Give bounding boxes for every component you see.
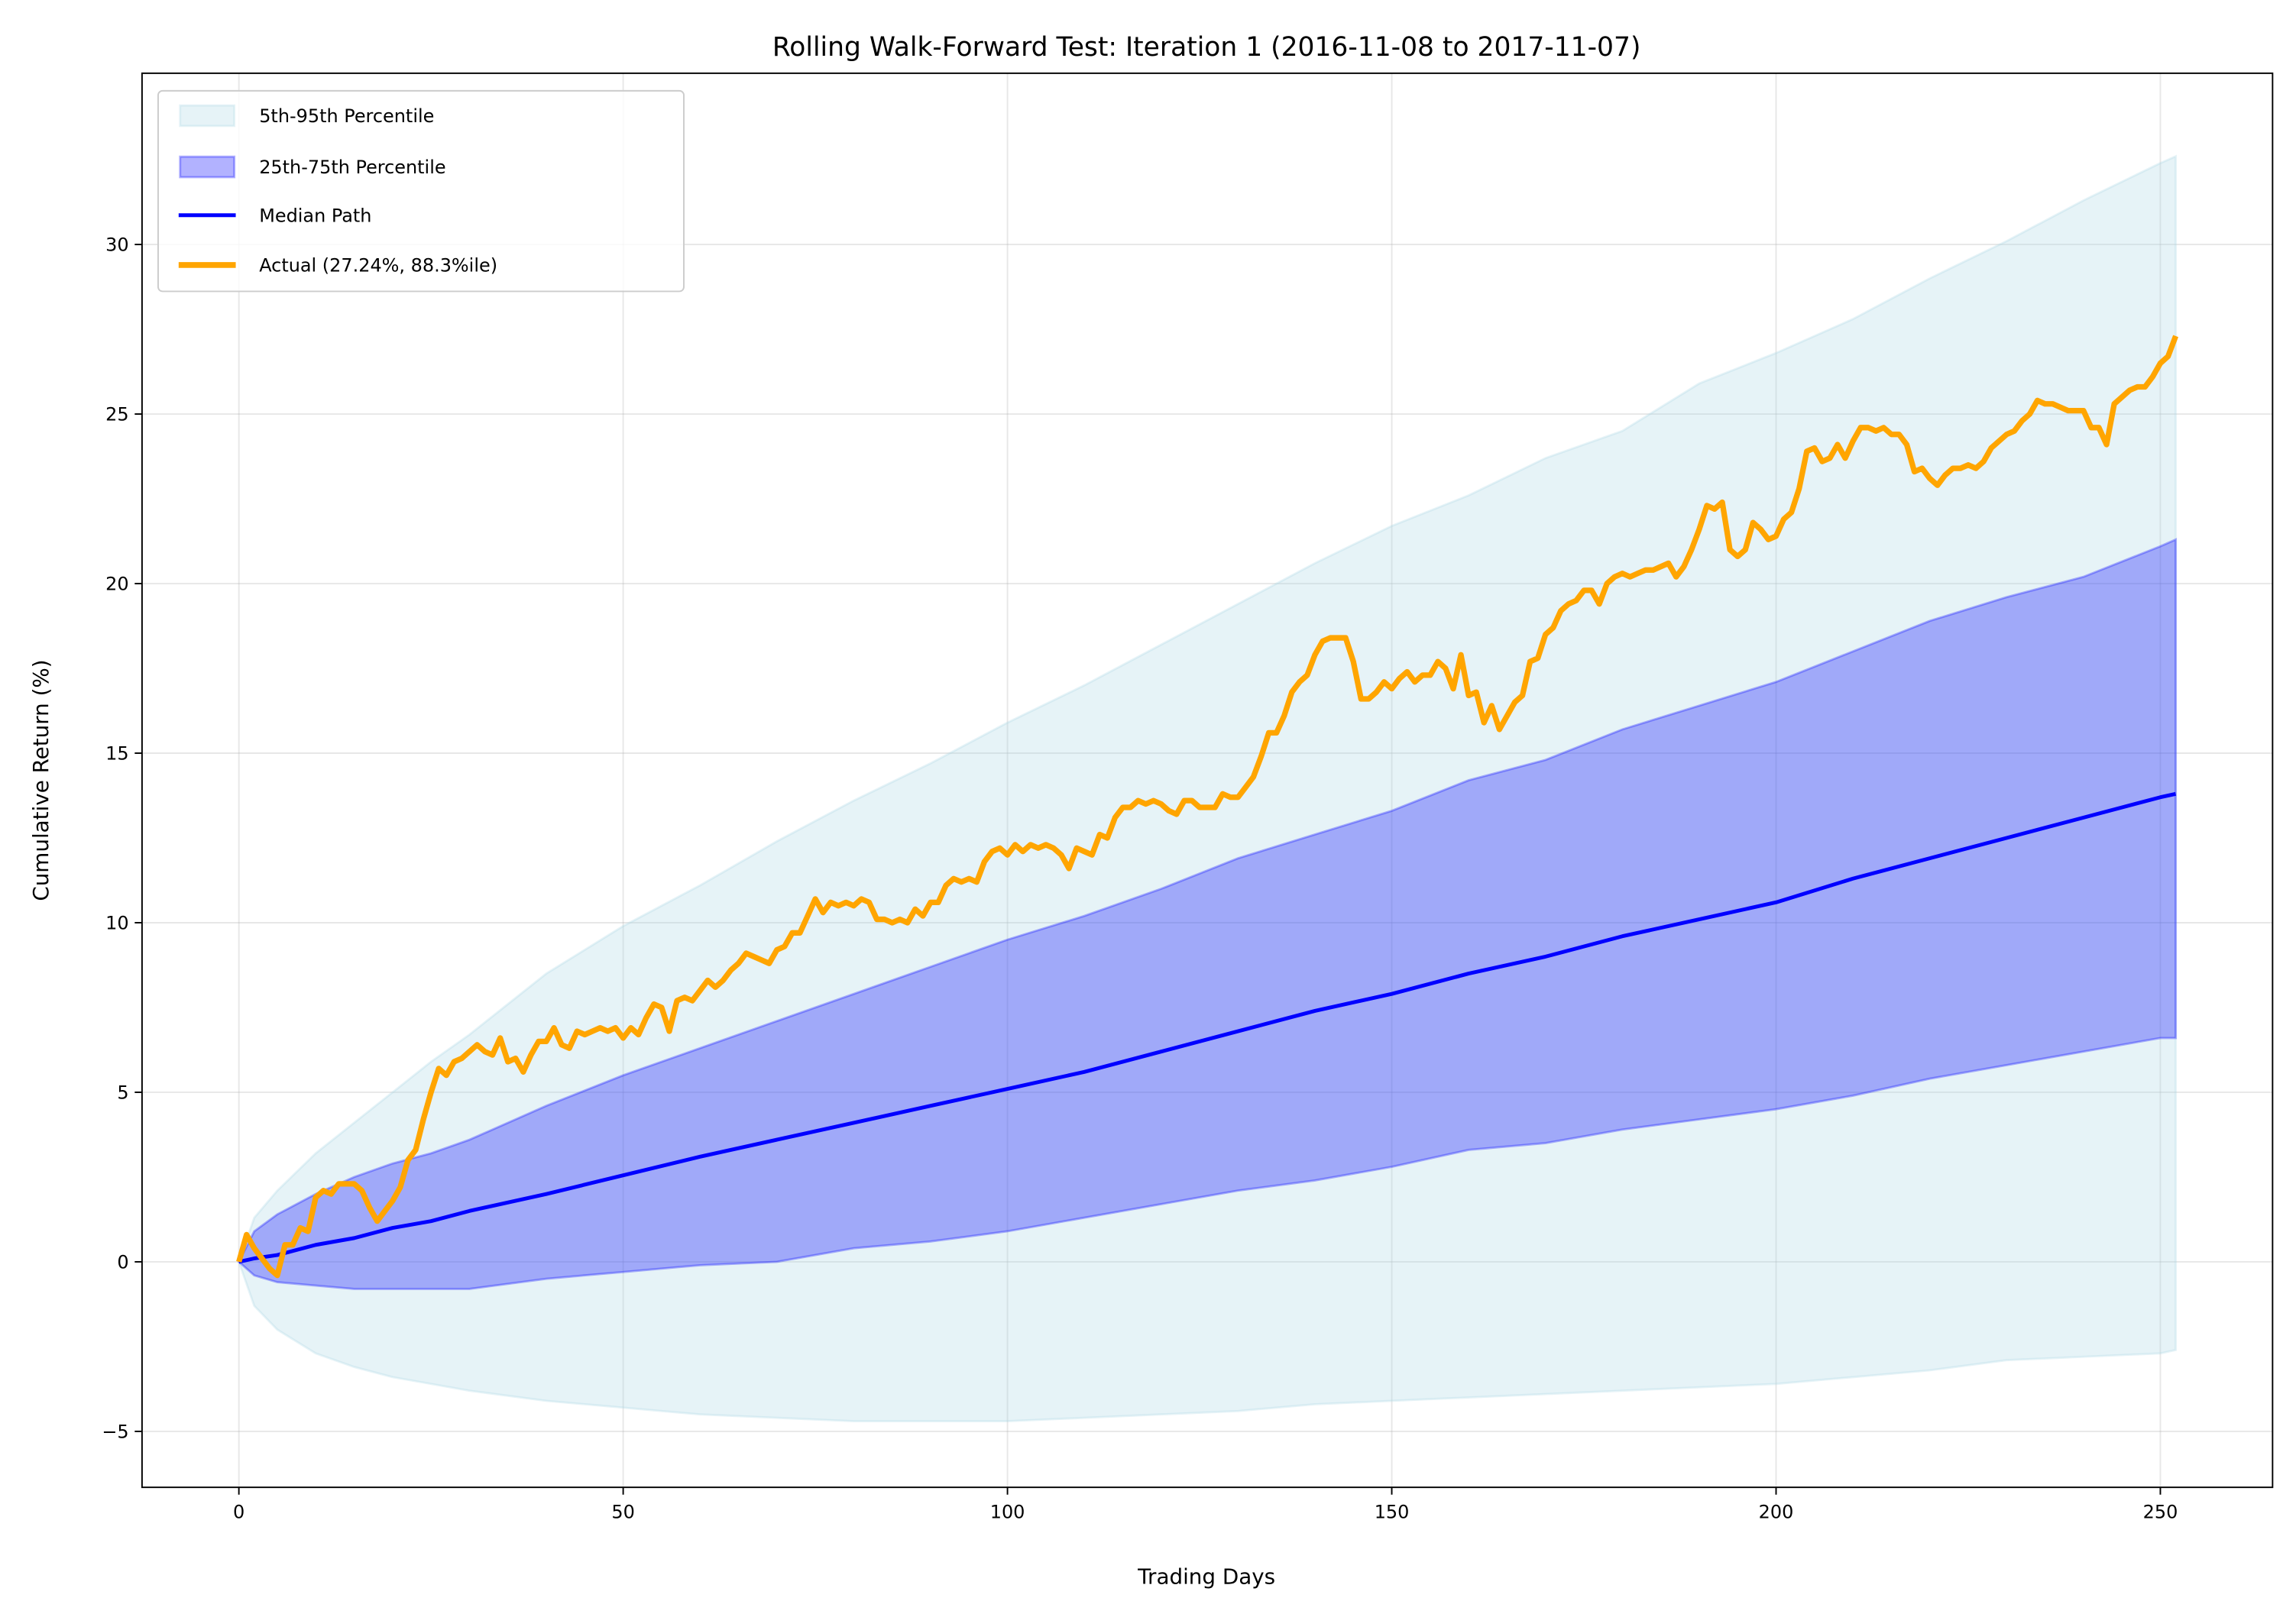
band-5th-95th-percentile bbox=[238, 154, 2178, 1423]
legend: 5th-95th Percentile 25th-75th Percentile M… bbox=[157, 89, 685, 293]
grid bbox=[141, 73, 2273, 1488]
legend-label: Actual (27.24%, 88.3%ile) bbox=[259, 255, 497, 277]
y-tick-label: 10 bbox=[105, 913, 128, 934]
y-tick-label: 5 bbox=[117, 1082, 128, 1104]
y-tick-label: −5 bbox=[102, 1422, 128, 1443]
y-axis-label: Cumulative Return (%) bbox=[28, 659, 53, 901]
x-tick-label: 50 bbox=[611, 1501, 634, 1522]
y-axis-ticks: −5 0 5 10 15 20 25 30 bbox=[102, 234, 142, 1443]
legend-label: 25th-75th Percentile bbox=[259, 157, 445, 178]
x-tick-label: 100 bbox=[990, 1501, 1025, 1522]
bands bbox=[237, 154, 2178, 1423]
y-tick-label: 25 bbox=[105, 404, 128, 425]
legend-swatch-band-inner bbox=[179, 155, 236, 179]
x-tick-label: 150 bbox=[1375, 1501, 1410, 1522]
median-path-line bbox=[238, 791, 2177, 1264]
series-lines bbox=[236, 335, 2178, 1279]
y-tick-label: 0 bbox=[117, 1252, 128, 1273]
legend-label: Median Path bbox=[259, 205, 371, 226]
actual-path-line bbox=[236, 335, 2178, 1279]
legend-swatch-band-outer bbox=[179, 104, 236, 128]
x-tick-label: 250 bbox=[2143, 1501, 2178, 1522]
legend-label: 5th-95th Percentile bbox=[259, 105, 434, 127]
y-tick-label: 30 bbox=[105, 234, 128, 256]
plot-frame bbox=[141, 72, 2274, 1489]
x-axis-label: Trading Days bbox=[1137, 1564, 1275, 1590]
y-tick-label: 15 bbox=[105, 743, 128, 765]
x-axis-ticks: 0 50 100 150 200 250 bbox=[233, 1487, 2178, 1522]
chart-title: Rolling Walk-Forward Test: Iteration 1 (… bbox=[772, 32, 1641, 63]
x-tick-label: 200 bbox=[1759, 1501, 1794, 1522]
y-tick-label: 20 bbox=[105, 574, 128, 595]
legend-box bbox=[157, 89, 685, 293]
band-25th-75th-percentile bbox=[237, 538, 2178, 1290]
x-tick-label: 0 bbox=[233, 1501, 244, 1522]
